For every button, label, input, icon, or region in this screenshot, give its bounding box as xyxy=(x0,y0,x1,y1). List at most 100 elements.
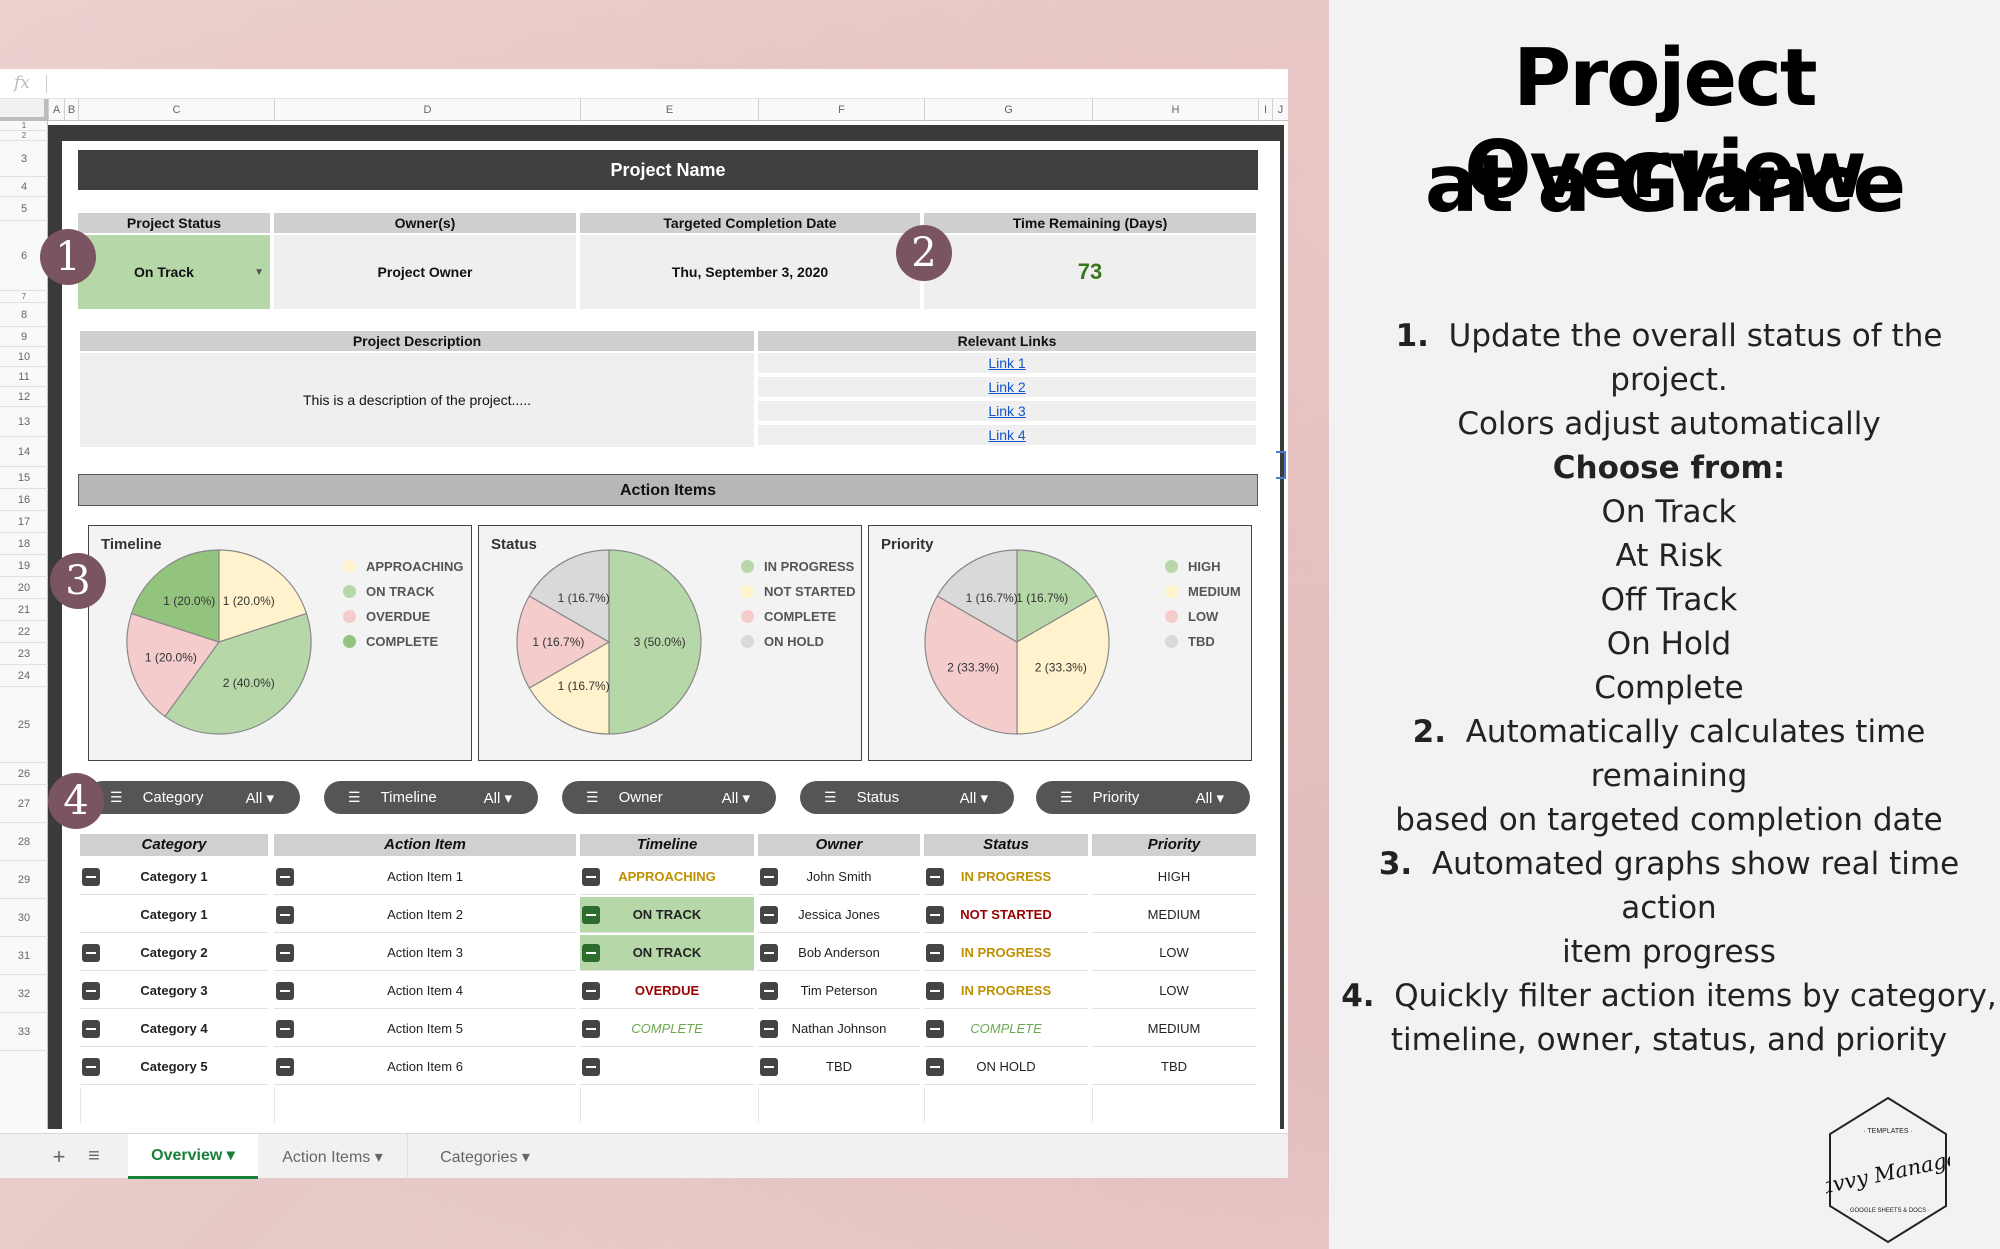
table-cell-priority[interactable]: LOW xyxy=(1092,935,1256,971)
collapse-group-icon[interactable] xyxy=(82,982,100,1000)
column-header-a[interactable]: A xyxy=(48,99,64,121)
table-cell-owner[interactable]: John Smith xyxy=(758,859,920,895)
all-sheets-button[interactable]: ≡ xyxy=(88,1145,100,1167)
table-cell-priority[interactable]: MEDIUM xyxy=(1092,897,1256,933)
table-cell-category[interactable]: Category 3 xyxy=(80,973,268,1009)
table-cell-status[interactable]: IN PROGRESS xyxy=(924,973,1088,1009)
table-cell-item[interactable]: Action Item 1 xyxy=(274,859,576,895)
table-header-status[interactable]: Status xyxy=(924,834,1088,856)
row-header[interactable]: 17 xyxy=(0,511,48,533)
table-cell-item[interactable]: Action Item 5 xyxy=(274,1011,576,1047)
collapse-group-icon[interactable] xyxy=(926,1020,944,1038)
collapse-group-icon[interactable] xyxy=(82,868,100,886)
row-header[interactable]: 4 xyxy=(0,177,48,197)
pie-slice-overdue[interactable] xyxy=(126,612,220,718)
table-cell-priority[interactable]: LOW xyxy=(1092,973,1256,1009)
table-cell-item[interactable]: Action Item 6 xyxy=(274,1049,576,1085)
row-header[interactable]: 30 xyxy=(0,899,48,937)
tab-categories[interactable]: Categories ▾ xyxy=(440,1148,530,1166)
row-header[interactable]: 16 xyxy=(0,489,48,511)
pie-slice-approaching[interactable] xyxy=(218,549,308,643)
row-header[interactable]: 15 xyxy=(0,467,48,489)
status-chart[interactable]: Status 3 (50.0%) 1 (16.7%) 1 (16.7%) 1 (16.… xyxy=(478,525,862,761)
collapse-group-icon[interactable] xyxy=(926,868,944,886)
collapse-group-icon[interactable] xyxy=(926,944,944,962)
empty-cell[interactable] xyxy=(1092,1087,1256,1123)
pie-slice-on-track[interactable] xyxy=(164,612,312,735)
row-header[interactable]: 31 xyxy=(0,937,48,975)
pie-slice-low[interactable] xyxy=(924,595,1018,735)
table-cell-owner[interactable]: Bob Anderson xyxy=(758,935,920,971)
pie-slice-in-progress[interactable] xyxy=(608,549,702,735)
link-2[interactable]: Link 2 xyxy=(988,379,1026,395)
project-status-dropdown[interactable]: On Track ▼ xyxy=(78,235,270,309)
table-cell-category[interactable]: Category 5 xyxy=(80,1049,268,1085)
pie-slice-high[interactable] xyxy=(1016,549,1098,644)
row-header[interactable]: 12 xyxy=(0,387,48,407)
pie-slice-complete[interactable] xyxy=(516,595,611,689)
project-owner-cell[interactable]: Project Owner xyxy=(274,235,576,309)
table-cell-priority[interactable]: TBD xyxy=(1092,1049,1256,1085)
empty-cell[interactable] xyxy=(80,1087,268,1123)
empty-cell[interactable] xyxy=(274,1087,576,1123)
row-header[interactable]: 29 xyxy=(0,861,48,899)
collapse-group-icon[interactable] xyxy=(276,944,294,962)
row-header[interactable]: 20 xyxy=(0,577,48,599)
table-header-item[interactable]: Action Item xyxy=(274,834,576,856)
row-header[interactable]: 23 xyxy=(0,643,48,665)
row-header[interactable]: 2 xyxy=(0,131,48,141)
column-header-j[interactable]: J xyxy=(1272,99,1288,121)
empty-cell[interactable] xyxy=(924,1087,1088,1123)
table-header-priority[interactable]: Priority xyxy=(1092,834,1256,856)
collapse-group-icon[interactable] xyxy=(82,1020,100,1038)
pie-slice-on-hold[interactable] xyxy=(528,549,610,644)
row-header[interactable]: 1 xyxy=(0,121,48,131)
select-all-corner[interactable] xyxy=(0,99,48,121)
pie-slice-medium[interactable] xyxy=(1016,595,1110,735)
column-header-f[interactable]: F xyxy=(758,99,924,121)
row-header[interactable]: 6 xyxy=(0,221,48,291)
row-header[interactable]: 28 xyxy=(0,823,48,861)
table-cell-owner[interactable]: Nathan Johnson xyxy=(758,1011,920,1047)
row-header[interactable]: 11 xyxy=(0,367,48,387)
collapse-group-icon[interactable] xyxy=(760,1020,778,1038)
table-cell-status[interactable]: IN PROGRESS xyxy=(924,935,1088,971)
link-1[interactable]: Link 1 xyxy=(988,355,1026,371)
column-header-d[interactable]: D xyxy=(274,99,580,121)
filter-timeline[interactable]: ☰ Timeline All ▾ xyxy=(324,781,538,814)
timeline-chart[interactable]: Timeline 1 (20.0%) 2 (40.0%) 1 (20.0%) 1 (2… xyxy=(88,525,472,761)
row-header[interactable]: 26 xyxy=(0,763,48,785)
pie-slice-not-started[interactable] xyxy=(528,640,610,735)
filter-owner[interactable]: ☰ Owner All ▾ xyxy=(562,781,776,814)
row-header[interactable]: 3 xyxy=(0,141,48,177)
collapse-group-icon[interactable] xyxy=(760,944,778,962)
collapse-group-icon[interactable] xyxy=(760,982,778,1000)
tab-overview[interactable]: Overview ▾ xyxy=(128,1134,258,1179)
collapse-group-icon[interactable] xyxy=(760,906,778,924)
empty-cell[interactable] xyxy=(580,1087,754,1123)
row-header[interactable]: 27 xyxy=(0,785,48,823)
filter-priority[interactable]: ☰ Priority All ▾ xyxy=(1036,781,1250,814)
collapse-group-icon[interactable] xyxy=(760,868,778,886)
collapse-group-icon[interactable] xyxy=(760,1058,778,1076)
table-cell-timeline[interactable] xyxy=(580,1049,754,1085)
collapse-group-icon[interactable] xyxy=(582,868,600,886)
row-header[interactable]: 24 xyxy=(0,665,48,687)
row-header[interactable]: 7 xyxy=(0,291,48,303)
table-cell-timeline[interactable]: ON TRACK xyxy=(580,897,754,933)
collapse-group-icon[interactable] xyxy=(82,944,100,962)
table-cell-category[interactable]: Category 1 xyxy=(80,897,268,933)
collapse-group-icon[interactable] xyxy=(926,982,944,1000)
project-name-banner[interactable]: Project Name xyxy=(78,150,1258,190)
priority-chart[interactable]: Priority 1 (16.7%) 2 (33.3%) 2 (33.3%) 1 (1… xyxy=(868,525,1252,761)
table-cell-owner[interactable]: Tim Peterson xyxy=(758,973,920,1009)
collapse-group-icon[interactable] xyxy=(582,906,600,924)
table-cell-category[interactable]: Category 4 xyxy=(80,1011,268,1047)
table-cell-status[interactable]: COMPLETE xyxy=(924,1011,1088,1047)
pie-slice-complete[interactable] xyxy=(130,549,220,643)
tab-action-items[interactable]: Action Items ▾ xyxy=(258,1134,408,1179)
table-cell-category[interactable]: Category 2 xyxy=(80,935,268,971)
table-cell-item[interactable]: Action Item 2 xyxy=(274,897,576,933)
column-header-c[interactable]: C xyxy=(78,99,274,121)
table-cell-status[interactable]: ON HOLD xyxy=(924,1049,1088,1085)
